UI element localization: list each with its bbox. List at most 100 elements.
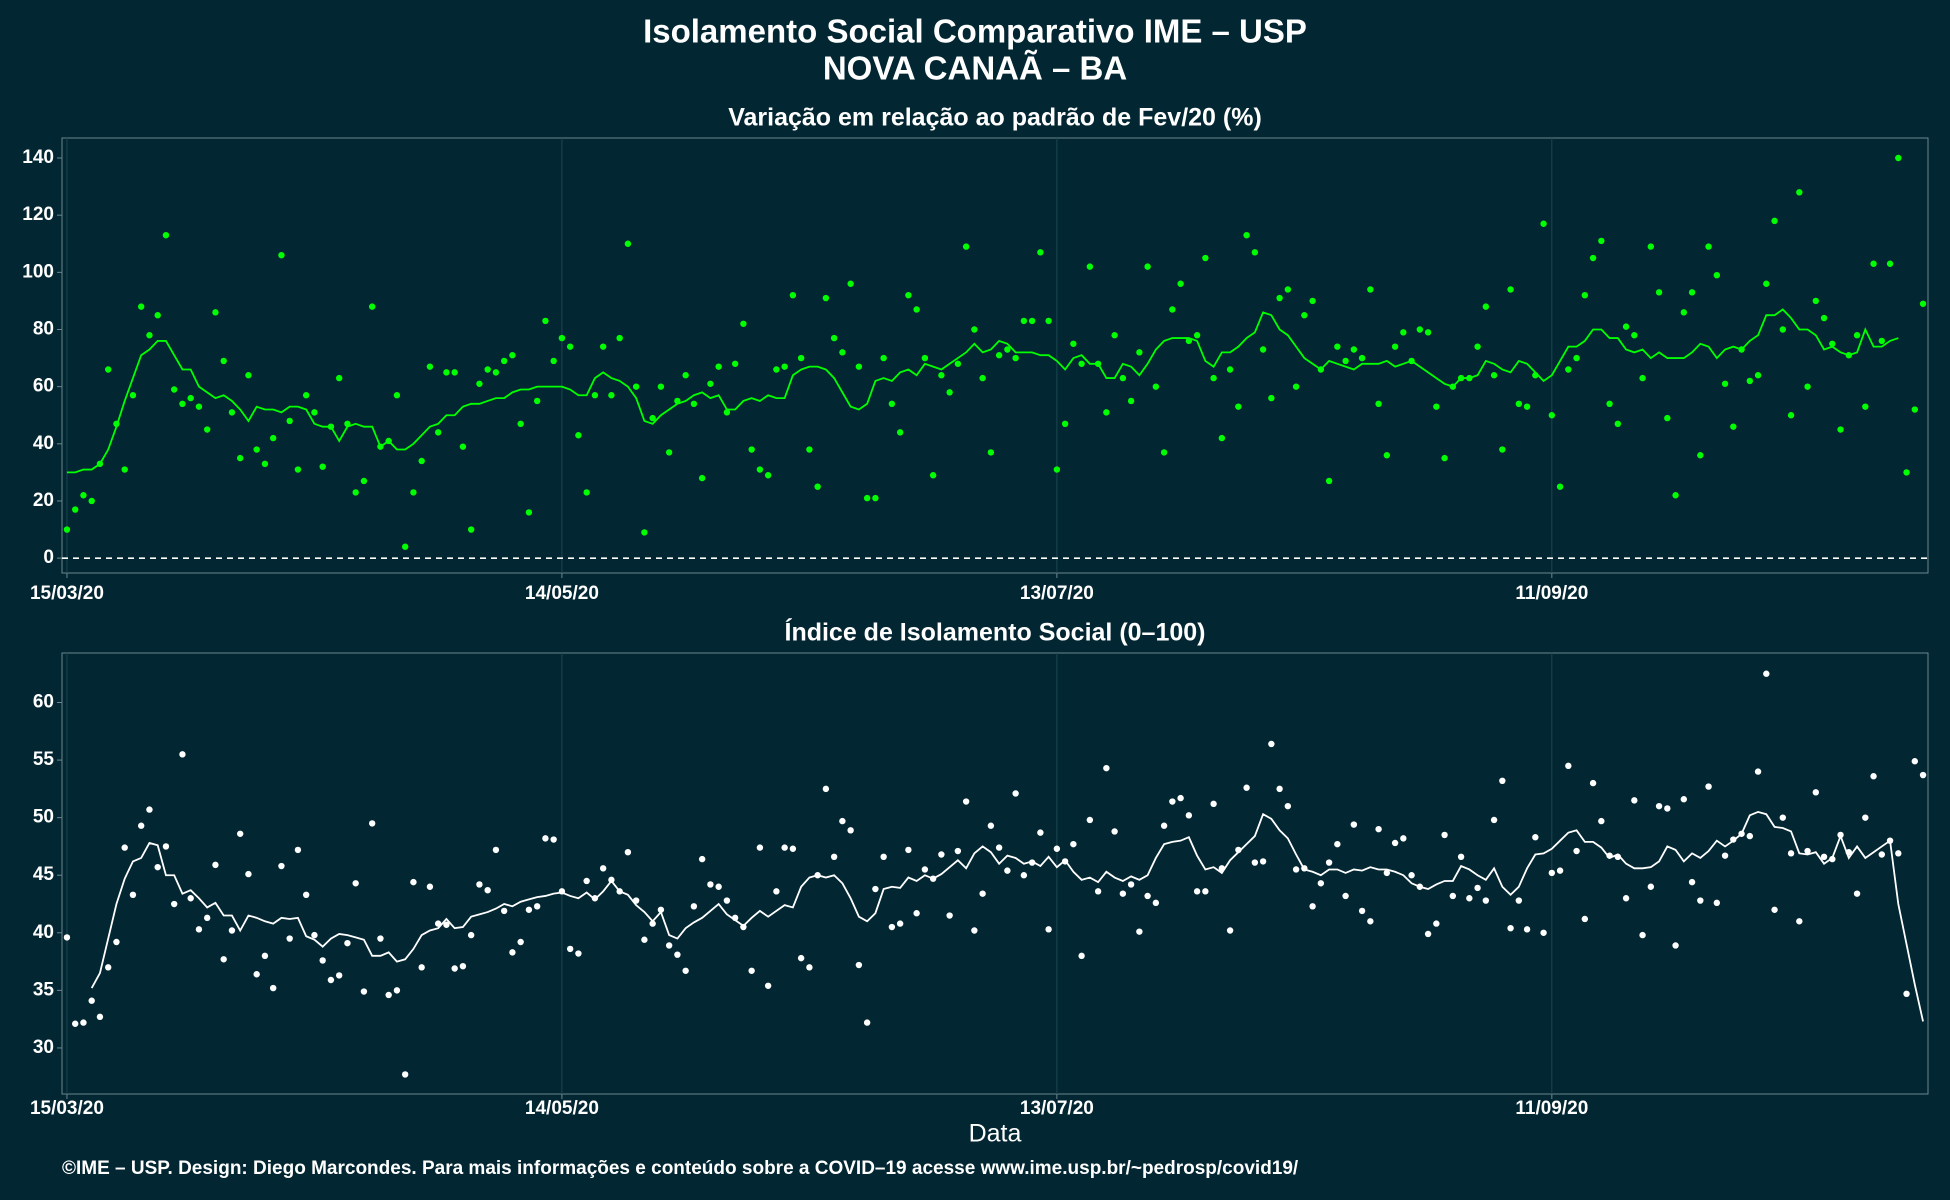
data-point: [731, 360, 739, 367]
data-point: [1697, 452, 1704, 459]
data-point: [187, 895, 194, 902]
data-point: [467, 526, 475, 533]
plot-area: [61, 137, 1929, 574]
data-point: [905, 846, 912, 854]
data-point: [748, 967, 755, 974]
data-point: [1466, 895, 1473, 902]
data-point: [913, 306, 920, 313]
data-point: [360, 988, 368, 995]
data-point: [1763, 670, 1770, 677]
data-point: [971, 326, 978, 333]
data-point: [1210, 800, 1217, 808]
data-point: [500, 907, 508, 915]
data-point: [385, 991, 392, 999]
data-point: [1012, 354, 1019, 362]
data-point: [616, 334, 623, 342]
data-point: [1433, 920, 1440, 927]
data-point: [1391, 839, 1399, 847]
data-point: [1045, 926, 1052, 933]
data-point: [525, 509, 533, 516]
y-tick-label: 30: [33, 1037, 54, 1058]
x-tick-label: 14/05/20: [525, 583, 599, 604]
data-point: [1408, 872, 1415, 879]
data-point: [690, 400, 698, 408]
data-point: [1573, 847, 1580, 855]
data-point: [1763, 280, 1770, 287]
data-point: [1391, 343, 1399, 350]
data-point: [773, 888, 780, 895]
data-point: [707, 881, 714, 888]
data-point: [1862, 403, 1869, 410]
data-point: [352, 489, 359, 496]
data-point: [377, 935, 384, 942]
data-point: [847, 280, 854, 287]
data-point: [657, 383, 665, 390]
data-point: [335, 374, 343, 382]
data-point: [1540, 929, 1547, 936]
data-point: [1086, 816, 1094, 824]
data-point: [344, 939, 351, 947]
data-point: [1697, 897, 1704, 904]
data-point: [1548, 869, 1556, 877]
data-point: [269, 434, 277, 442]
y-tick-label: 100: [22, 261, 54, 282]
data-point: [1631, 332, 1638, 339]
data-point: [1325, 859, 1333, 866]
data-point: [822, 294, 830, 302]
data-point: [1688, 289, 1696, 296]
data-point: [946, 389, 953, 396]
data-point: [154, 863, 161, 871]
data-point: [1796, 918, 1803, 925]
data-point: [71, 506, 79, 513]
data-point: [946, 912, 953, 919]
data-point: [1573, 354, 1580, 362]
data-point: [1606, 400, 1613, 408]
data-point: [1004, 867, 1011, 874]
data-point: [1342, 892, 1349, 900]
data-point: [921, 354, 929, 362]
data-point: [1705, 783, 1712, 790]
data-point: [1771, 217, 1778, 225]
data-point: [1903, 990, 1910, 998]
data-point: [170, 386, 178, 393]
data-point: [1334, 343, 1341, 350]
data-point: [492, 846, 500, 854]
data-point: [319, 957, 326, 964]
data-point: [1664, 805, 1671, 812]
data-point: [1523, 403, 1531, 410]
data-point: [665, 942, 673, 949]
data-point: [756, 466, 764, 473]
x-tick-label: 15/03/20: [30, 583, 104, 604]
data-point: [236, 830, 244, 837]
data-point: [1812, 297, 1820, 305]
data-point: [401, 1071, 409, 1078]
data-point: [979, 890, 986, 897]
data-point: [896, 920, 904, 927]
data-point: [286, 417, 293, 425]
data-point: [203, 426, 211, 433]
data-point: [88, 997, 95, 1004]
data-point: [509, 352, 516, 359]
data-point: [1532, 834, 1539, 841]
data-point: [905, 291, 912, 299]
data-point: [1358, 354, 1366, 362]
data-point: [278, 862, 285, 870]
data-point: [855, 363, 863, 370]
data-point: [1853, 890, 1861, 897]
data-point: [311, 931, 318, 939]
data-point: [1721, 380, 1729, 387]
data-point: [1779, 814, 1787, 821]
data-point: [1862, 814, 1869, 821]
data-point: [682, 967, 689, 974]
footer: ©IME – USP. Design: Diego Marcondes. Par…: [62, 1158, 1299, 1179]
data-point: [327, 976, 335, 984]
data-point: [1276, 294, 1283, 302]
data-point: [294, 466, 302, 473]
data-point: [245, 372, 252, 379]
data-point: [63, 526, 71, 533]
data-point: [509, 949, 516, 956]
y-tick-label: 80: [33, 319, 54, 340]
data-point: [797, 354, 805, 362]
data-point: [88, 497, 95, 505]
y-tick-label: 45: [33, 864, 55, 885]
